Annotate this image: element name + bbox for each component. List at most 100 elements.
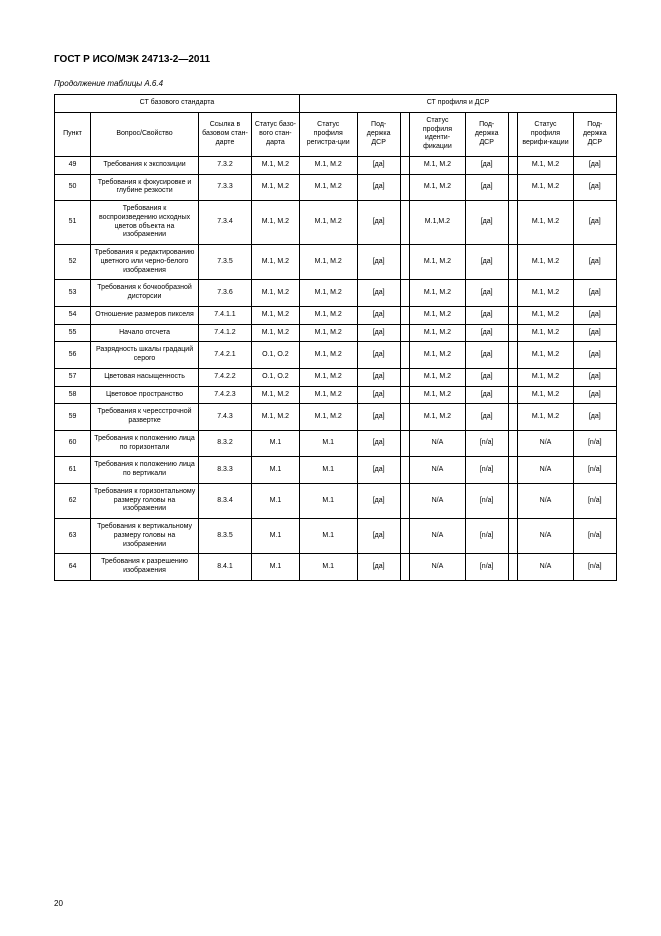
- cell-ver-status: М.1, М.2: [518, 368, 573, 386]
- cell-reg-status: М.1, М.2: [299, 174, 357, 201]
- cell-reg-status: М.1, М.2: [299, 386, 357, 404]
- cell-ref: 8.4.1: [199, 554, 252, 581]
- cell-id-status: М.1, М.2: [410, 156, 465, 174]
- cell-ver-status: N/A: [518, 519, 573, 554]
- spacer: [400, 404, 410, 431]
- cell-id-dsr: [да]: [465, 368, 508, 386]
- spacer: [400, 519, 410, 554]
- cell-ver-dsr: [n/a]: [573, 554, 616, 581]
- cell-ver-status: М.1, М.2: [518, 174, 573, 201]
- table-row: 61Требования к положению лица по вертика…: [55, 457, 617, 484]
- cell-point: 57: [55, 368, 91, 386]
- cell-ver-dsr: [да]: [573, 280, 616, 307]
- cell-id-dsr: [n/a]: [465, 430, 508, 457]
- spacer: [508, 457, 518, 484]
- spacer: [508, 324, 518, 342]
- cell-ref: 7.4.1.1: [199, 306, 252, 324]
- cell-id-dsr: [n/a]: [465, 457, 508, 484]
- cell-reg-status: М.1, М.2: [299, 280, 357, 307]
- cell-reg-dsr: [да]: [357, 519, 400, 554]
- cell-question: Цветовое пространство: [91, 386, 199, 404]
- cell-ref: 8.3.4: [199, 483, 252, 518]
- spacer: [400, 554, 410, 581]
- cell-question: Требования к горизонтальному размеру гол…: [91, 483, 199, 518]
- spacer: [508, 386, 518, 404]
- cell-ver-status: М.1, М.2: [518, 306, 573, 324]
- cell-ver-dsr: [да]: [573, 368, 616, 386]
- header-reg-dsr: Под-держка ДСР: [357, 112, 400, 156]
- cell-ver-status: М.1, М.2: [518, 342, 573, 369]
- cell-ver-status: N/A: [518, 554, 573, 581]
- cell-base-status: О.1, О.2: [251, 342, 299, 369]
- cell-reg-status: М.1, М.2: [299, 156, 357, 174]
- cell-point: 58: [55, 386, 91, 404]
- table-row: 63Требования к вертикальному размеру гол…: [55, 519, 617, 554]
- cell-question: Требования к вертикальному размеру голов…: [91, 519, 199, 554]
- cell-point: 51: [55, 201, 91, 245]
- cell-id-status: N/A: [410, 483, 465, 518]
- cell-id-status: N/A: [410, 430, 465, 457]
- cell-ver-status: N/A: [518, 430, 573, 457]
- cell-question: Начало отсчета: [91, 324, 199, 342]
- cell-reg-dsr: [да]: [357, 156, 400, 174]
- cell-id-status: М.1, М.2: [410, 280, 465, 307]
- table-row: 50Требования к фокусировке и глубине рез…: [55, 174, 617, 201]
- spacer: [400, 368, 410, 386]
- cell-question: Требования к редактированию цветного или…: [91, 245, 199, 280]
- cell-reg-dsr: [да]: [357, 245, 400, 280]
- cell-reg-status: М.1: [299, 483, 357, 518]
- cell-reg-dsr: [да]: [357, 342, 400, 369]
- cell-reg-dsr: [да]: [357, 324, 400, 342]
- spacer: [508, 245, 518, 280]
- spacer: [400, 245, 410, 280]
- cell-reg-dsr: [да]: [357, 404, 400, 431]
- spacer: [400, 342, 410, 369]
- cell-question: Требования к экспозиции: [91, 156, 199, 174]
- spacer: [508, 342, 518, 369]
- cell-base-status: М.1, М.2: [251, 174, 299, 201]
- cell-ver-dsr: [да]: [573, 306, 616, 324]
- cell-question: Требования к фокусировке и глубине резко…: [91, 174, 199, 201]
- cell-ver-dsr: [да]: [573, 386, 616, 404]
- cell-reg-dsr: [да]: [357, 174, 400, 201]
- cell-point: 55: [55, 324, 91, 342]
- spacer: [400, 386, 410, 404]
- cell-ver-status: М.1, М.2: [518, 245, 573, 280]
- table-row: 49Требования к экспозиции7.3.2М.1, М.2М.…: [55, 156, 617, 174]
- table-row: 54Отношение размеров пикселя7.4.1.1М.1, …: [55, 306, 617, 324]
- table-row: 52Требования к редактированию цветного и…: [55, 245, 617, 280]
- cell-base-status: О.1, О.2: [251, 368, 299, 386]
- cell-id-status: М.1, М.2: [410, 174, 465, 201]
- cell-reg-dsr: [да]: [357, 483, 400, 518]
- cell-id-status: N/A: [410, 554, 465, 581]
- header-point: Пункт: [55, 112, 91, 156]
- cell-ver-status: N/A: [518, 457, 573, 484]
- cell-id-status: М.1, М.2: [410, 404, 465, 431]
- cell-point: 56: [55, 342, 91, 369]
- cell-ver-dsr: [да]: [573, 245, 616, 280]
- spacer: [400, 483, 410, 518]
- cell-reg-dsr: [да]: [357, 306, 400, 324]
- cell-reg-status: М.1, М.2: [299, 201, 357, 245]
- cell-base-status: М.1: [251, 430, 299, 457]
- cell-id-status: М.1, М.2: [410, 342, 465, 369]
- cell-id-status: М.1, М.2: [410, 324, 465, 342]
- table-row: 56Разрядность шкалы градаций серого7.4.2…: [55, 342, 617, 369]
- cell-question: Цветовая насыщенность: [91, 368, 199, 386]
- spacer: [508, 368, 518, 386]
- cell-reg-status: М.1, М.2: [299, 368, 357, 386]
- cell-id-dsr: [да]: [465, 306, 508, 324]
- cell-ver-dsr: [n/a]: [573, 519, 616, 554]
- spacer: [508, 280, 518, 307]
- cell-point: 53: [55, 280, 91, 307]
- cell-question: Требования к воспроизведению исходных цв…: [91, 201, 199, 245]
- cell-reg-status: М.1, М.2: [299, 324, 357, 342]
- cell-id-status: М.1,М.2: [410, 201, 465, 245]
- cell-ver-status: М.1, М.2: [518, 280, 573, 307]
- cell-base-status: М.1: [251, 483, 299, 518]
- cell-id-status: М.1, М.2: [410, 368, 465, 386]
- cell-reg-status: М.1, М.2: [299, 404, 357, 431]
- spacer: [400, 201, 410, 245]
- cell-reg-status: М.1: [299, 430, 357, 457]
- cell-ref: 8.3.5: [199, 519, 252, 554]
